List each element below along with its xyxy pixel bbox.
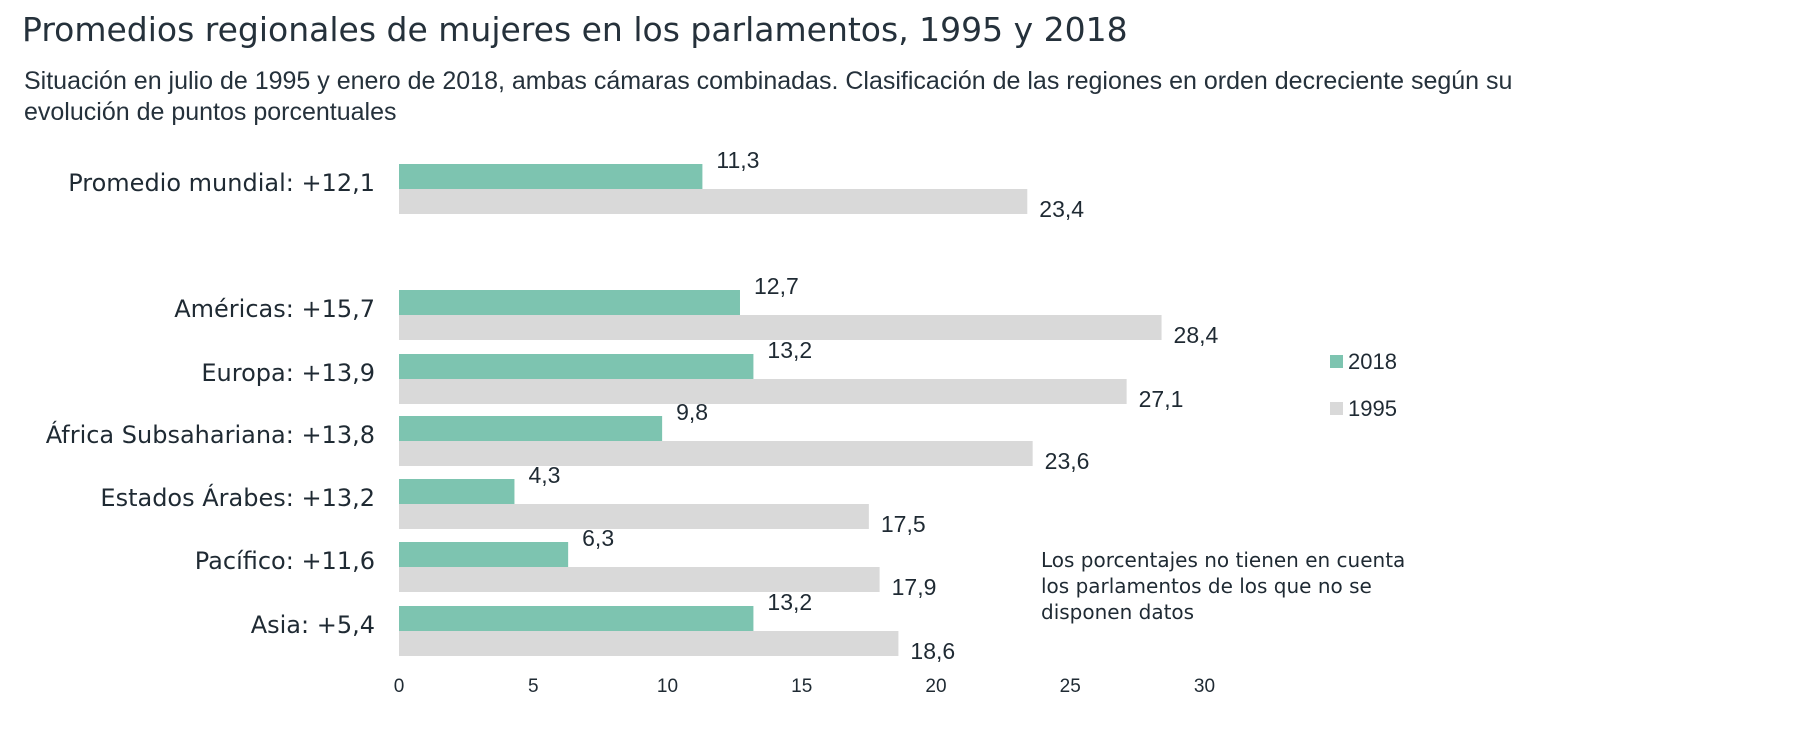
x-tick-label: 25 <box>1060 676 1081 697</box>
x-tick-label: 5 <box>528 676 539 697</box>
bar-2018 <box>399 479 515 504</box>
value-label-1995: 17,5 <box>881 511 926 537</box>
value-label-1995: 17,9 <box>892 574 937 600</box>
bar-1995 <box>399 567 880 592</box>
value-label-2018: 13,2 <box>767 337 812 363</box>
legend-label-2018: 2018 <box>1348 349 1397 374</box>
bar-2018 <box>399 416 663 441</box>
category-label: Promedio mundial: +12,1 <box>68 169 375 197</box>
value-label-1995: 27,1 <box>1139 386 1184 412</box>
category-label: Estados Árabes: +13,2 <box>100 483 375 512</box>
bar-2018 <box>399 354 754 379</box>
value-label-2018: 4,3 <box>528 462 560 488</box>
category-label: África Subsahariana: +13,8 <box>46 420 375 449</box>
legend-swatch-1995 <box>1330 402 1343 415</box>
category-label: Asia: +5,4 <box>251 611 375 639</box>
value-label-2018: 13,2 <box>767 589 812 615</box>
value-label-1995: 28,4 <box>1174 322 1219 348</box>
chart-note: Los porcentajes no tienen en cuenta los … <box>1041 548 1406 624</box>
bar-1995 <box>399 504 869 529</box>
value-label-1995: 23,6 <box>1045 448 1090 474</box>
bar-1995 <box>399 441 1033 466</box>
value-label-2018: 12,7 <box>754 273 799 299</box>
value-label-1995: 23,4 <box>1039 196 1084 222</box>
value-label-2018: 9,8 <box>676 399 708 425</box>
chart-subtitle: Situación en julio de 1995 y enero de 20… <box>24 67 1513 126</box>
category-label: Pacífico: +11,6 <box>195 547 375 575</box>
category-label: Europa: +13,9 <box>201 359 375 387</box>
chart-title: Promedios regionales de mujeres en los p… <box>22 10 1128 49</box>
bar-1995 <box>399 631 899 656</box>
value-label-1995: 18,6 <box>910 638 955 664</box>
x-tick-label: 30 <box>1194 676 1215 697</box>
bar-2018 <box>399 164 703 189</box>
category-label: Américas: +15,7 <box>174 295 375 323</box>
value-label-2018: 11,3 <box>716 147 759 173</box>
bar-2018 <box>399 290 740 315</box>
legend-label-1995: 1995 <box>1348 396 1397 421</box>
bar-1995 <box>399 379 1127 404</box>
x-tick-label: 0 <box>394 676 405 697</box>
bar-2018 <box>399 542 569 567</box>
value-label-2018: 6,3 <box>582 525 614 551</box>
x-tick-label: 15 <box>791 676 812 697</box>
legend-swatch-2018 <box>1330 355 1343 368</box>
x-tick-label: 20 <box>925 676 946 697</box>
bar-2018 <box>399 606 754 631</box>
x-tick-label: 10 <box>657 676 678 697</box>
bar-1995 <box>399 189 1028 214</box>
bar-1995 <box>399 315 1162 340</box>
